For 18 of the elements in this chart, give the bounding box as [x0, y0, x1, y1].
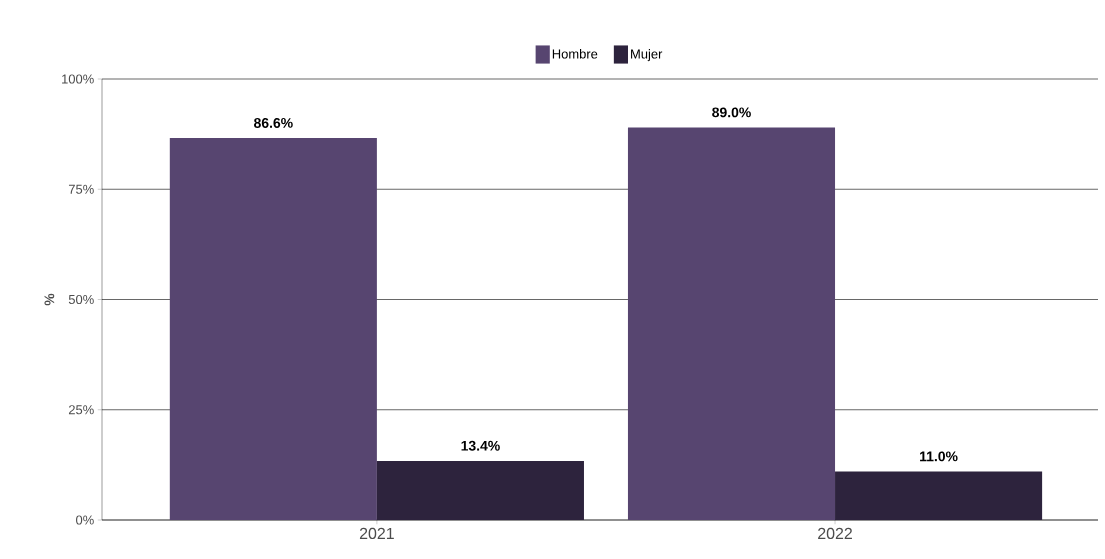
bar: [376, 460, 584, 521]
y-axis-title: %: [44, 293, 55, 306]
y-tick-label: 0%: [76, 515, 94, 525]
data-label: 86.6%: [254, 118, 293, 128]
bar: [627, 127, 836, 521]
data-label: 13.4%: [461, 440, 500, 451]
y-tick-label: 100%: [62, 74, 94, 84]
bar: [835, 471, 1043, 521]
legend-label: Hombre: [552, 49, 598, 59]
data-label: 89.0%: [712, 107, 751, 118]
bar: [169, 138, 377, 521]
legend-label: Mujer: [631, 49, 663, 62]
y-tick-label: 75%: [68, 184, 94, 194]
data-label: 11.0%: [920, 451, 958, 462]
y-tick-label: 25%: [68, 405, 94, 415]
x-tick-label: 2021: [359, 527, 394, 540]
x-tick-label: 2022: [818, 527, 852, 540]
y-tick-label: 50%: [68, 294, 94, 305]
